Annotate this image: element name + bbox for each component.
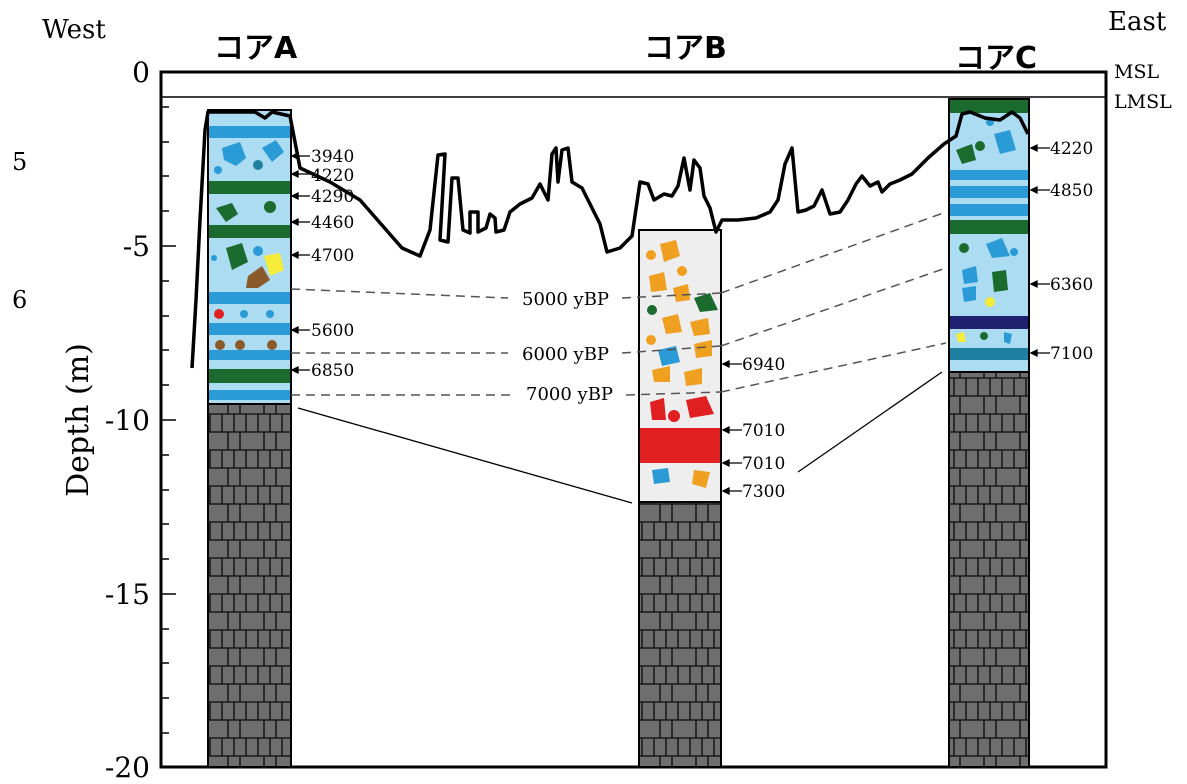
core-a-age-2: 4220 (311, 166, 354, 186)
core-b-age-1: 6940 (742, 355, 785, 375)
left-mark-6: 6 (12, 286, 27, 314)
core-a (207, 109, 292, 768)
y-tick-20: -20 (105, 751, 150, 784)
isochron-7000: 7000 yBP (526, 384, 613, 405)
core-b-age-arrows (721, 359, 742, 496)
east-label: East (1108, 7, 1167, 37)
core-c-age-3: 6360 (1050, 275, 1093, 295)
isochron-6000: 6000 yBP (522, 344, 609, 365)
y-tick-15: -15 (105, 578, 150, 611)
y-tick-5: -5 (123, 230, 150, 263)
core-b (638, 229, 722, 768)
core-c-age-2: 4850 (1050, 181, 1093, 201)
lmsl-label: LMSL (1114, 91, 1172, 113)
y-axis (161, 71, 176, 768)
core-c-age-1: 4220 (1050, 139, 1093, 159)
core-a-age-1: 3940 (311, 147, 354, 167)
y-tick-10: -10 (105, 404, 150, 437)
basement-correlation-lines (297, 371, 943, 504)
core-c (948, 98, 1030, 768)
msl-label: MSL (1114, 61, 1159, 83)
core-a-title: コアA (214, 31, 298, 66)
core-b-title: コアB (644, 31, 727, 66)
left-mark-5: 5 (12, 148, 27, 176)
core-c-title: コアC (955, 41, 1037, 76)
west-label: West (42, 15, 106, 45)
core-c-age-4: 7100 (1050, 344, 1093, 364)
core-c-age-arrows (1029, 143, 1050, 358)
core-a-age-arrows (290, 151, 310, 375)
core-b-age-2: 7010 (742, 421, 785, 441)
isochron-lines (290, 211, 947, 396)
isochron-5000: 5000 yBP (522, 289, 609, 310)
core-a-age-7: 6850 (311, 361, 354, 381)
core-b-age-3: 7010 (742, 454, 785, 474)
core-a-age-5: 4700 (311, 246, 354, 266)
core-a-age-3: 4290 (311, 187, 354, 207)
surface-profile (190, 110, 1030, 369)
core-a-age-4: 4460 (311, 213, 354, 233)
core-b-age-4: 7300 (742, 482, 785, 502)
y-tick-0: 0 (132, 56, 150, 89)
y-axis-label: Depth (m) (61, 343, 96, 497)
core-a-age-6: 5600 (311, 321, 354, 341)
